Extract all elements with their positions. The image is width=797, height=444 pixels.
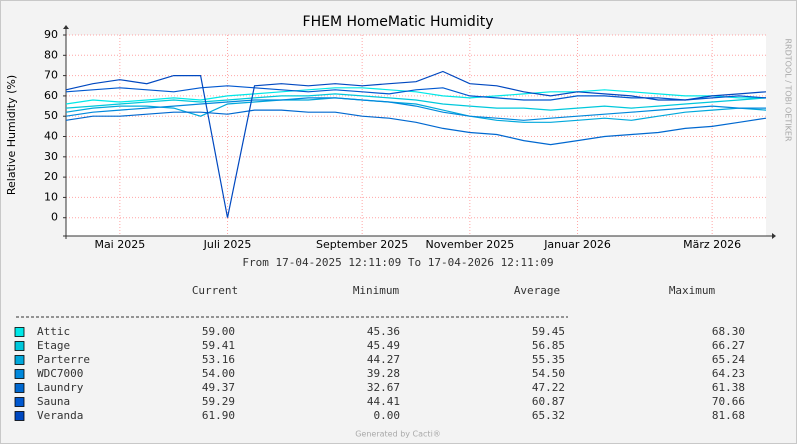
y-axis-label: Relative Humidity (%): [5, 75, 18, 195]
y-tick-label: 10: [44, 190, 58, 203]
legend-swatch: [14, 355, 25, 365]
table-cell: 59.00: [202, 325, 235, 338]
legend-swatch: [14, 411, 25, 421]
x-tick-label: März 2026: [683, 238, 741, 251]
series-line: [65, 70, 767, 218]
table-cell: 32.67: [367, 381, 400, 394]
table-cell: 56.85: [532, 339, 565, 352]
table-cell: 81.68: [712, 409, 745, 422]
table-cell: 44.41: [367, 395, 400, 408]
table-cell: 0.00: [374, 409, 401, 422]
series-line: [65, 109, 767, 146]
table-header: Maximum: [669, 284, 716, 297]
table-cell: 44.27: [367, 353, 400, 366]
table-cell: 70.66: [712, 395, 745, 408]
x-tick-label: Mai 2025: [94, 238, 145, 251]
y-tick-label: 70: [44, 69, 58, 82]
x-tick-label: Januar 2026: [543, 238, 611, 251]
plot-area: [66, 35, 766, 236]
x-tick-label: Juli 2025: [203, 238, 252, 251]
legend-swatch: [14, 341, 25, 351]
series-line: [65, 97, 766, 121]
legend-label: Sauna: [37, 395, 70, 408]
y-tick-label: 50: [44, 109, 58, 122]
y-tick-label: 40: [44, 130, 58, 143]
y-tick-label: 0: [51, 211, 58, 224]
table-cell: 61.38: [712, 381, 745, 394]
legend-swatch: [14, 383, 25, 393]
table-header: Average: [514, 284, 560, 297]
table-cell: 45.36: [367, 325, 400, 338]
y-tick-label: 80: [44, 48, 58, 61]
table-cell: 55.35: [532, 353, 565, 366]
legend-label: WDC7000: [37, 367, 83, 380]
table-cell: 39.28: [367, 367, 400, 380]
legend-label: Etage: [37, 339, 70, 352]
legend-label: Parterre: [37, 353, 90, 366]
table-cell: 64.23: [712, 367, 745, 380]
table-cell: 68.30: [712, 325, 745, 338]
y-tick-label: 30: [44, 150, 58, 163]
table-cell: 65.24: [712, 353, 745, 366]
x-tick-label: November 2025: [425, 238, 514, 251]
table-cell: 54.00: [202, 367, 235, 380]
table-cell: 61.90: [202, 409, 235, 422]
table-header: Minimum: [353, 284, 400, 297]
table-cell: 49.37: [202, 381, 235, 394]
table-cell: 54.50: [532, 367, 565, 380]
period-text: From 17-04-2025 12:11:09 To 17-04-2026 1…: [242, 256, 553, 269]
series-line: [65, 97, 767, 123]
x-tick-label: September 2025: [316, 238, 408, 251]
y-tick-label: 20: [44, 170, 58, 183]
table-cell: 53.16: [202, 353, 235, 366]
x-axis-arrow: [772, 233, 776, 239]
y-tick-label: 90: [44, 28, 58, 41]
series-line: [65, 93, 767, 111]
series-line: [65, 87, 766, 105]
table-cell: 66.27: [712, 339, 745, 352]
legend-swatch: [14, 369, 25, 379]
chart-title: FHEM HomeMatic Humidity: [303, 14, 494, 30]
legend-label: Veranda: [37, 409, 83, 422]
watermark: RRDTOOL / TOBI OETIKER: [784, 38, 793, 141]
legend-label: Laundry: [37, 381, 84, 394]
table-cell: 65.32: [532, 409, 565, 422]
table-cell: 47.22: [532, 381, 565, 394]
legend-swatch: [14, 327, 25, 337]
table-cell: 60.87: [532, 395, 565, 408]
y-tick-label: 60: [44, 89, 58, 102]
legend-swatch: [14, 397, 25, 407]
table-cell: 59.45: [532, 325, 565, 338]
table-cell: 59.29: [202, 395, 235, 408]
series-line: [65, 85, 767, 101]
footer: Generated by Cacti®: [355, 430, 441, 439]
table-header: Current: [192, 284, 238, 297]
y-axis-arrow: [63, 25, 69, 29]
legend-label: Attic: [37, 325, 70, 338]
table-cell: 45.49: [367, 339, 400, 352]
table-cell: 59.41: [202, 339, 235, 352]
